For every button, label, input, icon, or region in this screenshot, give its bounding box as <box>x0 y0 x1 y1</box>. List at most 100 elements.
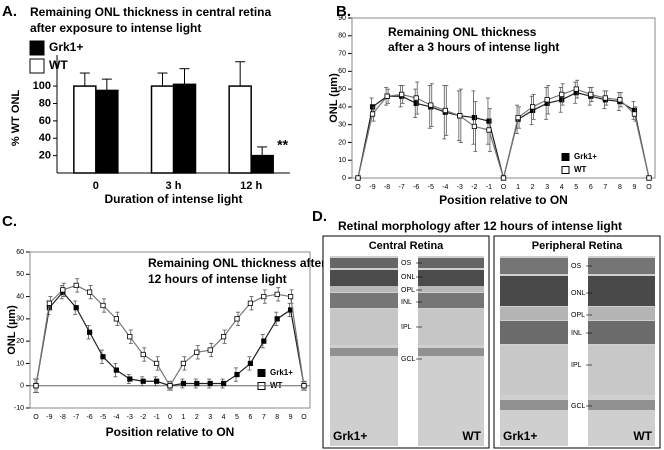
point <box>471 123 478 130</box>
y-tick-label: 30 <box>16 316 24 323</box>
x-tick-label: -1 <box>486 184 492 191</box>
x-tick-label: 6 <box>248 414 252 421</box>
tissue-layer <box>418 258 484 268</box>
tissue-layer <box>500 346 568 395</box>
point <box>301 383 307 389</box>
y-tick-label: 40 <box>16 293 24 300</box>
legend-swatch <box>561 153 570 161</box>
x-tick-label: -3 <box>457 184 463 191</box>
tissue-layer <box>588 258 655 274</box>
tissue-layer <box>588 400 655 410</box>
tissue-layer <box>500 276 568 306</box>
x-tick-label: 9 <box>632 184 636 191</box>
point <box>113 367 119 373</box>
tissue-layer <box>418 348 484 356</box>
point <box>87 329 93 335</box>
image-title: Peripheral Retina <box>532 240 623 252</box>
x-tick-label: -6 <box>413 184 419 191</box>
layer-label: GCL <box>401 356 416 363</box>
y-tick-label: 60 <box>16 249 24 256</box>
tissue-layer <box>500 400 568 410</box>
point <box>274 291 280 297</box>
legend-label: WT <box>574 165 587 174</box>
y-tick-label: 30 <box>338 122 346 129</box>
point <box>261 293 267 300</box>
point <box>140 378 146 384</box>
point <box>544 97 550 103</box>
point <box>457 113 463 119</box>
tissue-layer <box>418 309 484 345</box>
point <box>261 338 267 344</box>
y-tick-label: 40 <box>39 132 51 144</box>
y-tick-label: 80 <box>39 97 51 109</box>
point <box>369 111 376 117</box>
x-tick-label: 2 <box>531 184 535 191</box>
point <box>100 354 106 360</box>
bar <box>150 85 175 174</box>
genotype-label: WT <box>462 429 481 443</box>
x-tick-label: -2 <box>471 184 477 191</box>
y-tick-label: 10 <box>16 360 24 367</box>
point <box>33 383 39 389</box>
chart-title: Remaining ONL thickness after <box>148 256 326 270</box>
layer-label: OS <box>571 263 581 270</box>
x-tick-label: 6 <box>589 184 593 191</box>
x-tick-label: 5 <box>235 414 239 421</box>
x-tick-label: -1 <box>153 414 159 421</box>
tissue-layer <box>330 286 398 292</box>
point <box>113 316 119 322</box>
x-tick-label: -2 <box>140 414 146 421</box>
chart-title: Remaining ONL thickness <box>388 25 537 39</box>
y-tick-label: 60 <box>338 68 346 75</box>
x-tick-label: 8 <box>275 414 279 421</box>
layer-label: ONL <box>401 274 416 281</box>
point <box>247 300 253 306</box>
bar <box>172 83 197 174</box>
panel-label: C. <box>2 213 17 230</box>
tissue-layer <box>418 286 484 292</box>
x-tick-label: O <box>301 414 307 421</box>
legend-label: Grk1+ <box>49 40 83 54</box>
x-tick-label: -6 <box>86 414 92 421</box>
x-tick-label: 0 <box>168 414 172 421</box>
point <box>471 114 478 121</box>
panel-label: A. <box>2 3 17 20</box>
point <box>234 371 240 378</box>
point <box>100 302 106 309</box>
point <box>515 114 521 121</box>
point <box>559 97 565 103</box>
point <box>247 360 253 367</box>
point <box>153 378 160 384</box>
x-tick-label: 7 <box>262 414 266 421</box>
x-axis-label: Position relative to ON <box>439 193 568 207</box>
bar <box>95 89 119 174</box>
point <box>73 282 79 289</box>
tissue-layer <box>330 309 398 345</box>
point <box>207 380 213 387</box>
x-tick-label: 4 <box>222 414 226 421</box>
layer-label: IPL <box>571 362 582 369</box>
x-axis-label: Position relative to ON <box>106 425 235 439</box>
x-tick-label: 9 <box>289 414 293 421</box>
legend-label: Grk1+ <box>574 152 597 161</box>
tissue-layer <box>330 293 398 308</box>
point <box>399 91 405 98</box>
x-tick-label: 0 <box>93 180 99 192</box>
y-tick-label: 80 <box>338 33 346 40</box>
point <box>486 118 492 124</box>
chart-title: after a 3 hours of intense light <box>388 40 559 54</box>
tissue-layer <box>330 348 398 356</box>
layer-label: ONL <box>571 290 586 297</box>
x-tick-label: -5 <box>100 414 106 421</box>
x-tick-label: -9 <box>46 414 52 421</box>
point <box>500 175 507 181</box>
point <box>153 360 160 367</box>
x-tick-label: O <box>501 184 507 191</box>
legend-swatch <box>561 166 570 174</box>
y-tick-label: 70 <box>338 50 346 57</box>
point <box>194 380 200 387</box>
y-tick-label: 10 <box>338 157 346 164</box>
layer-label: INL <box>571 330 582 337</box>
